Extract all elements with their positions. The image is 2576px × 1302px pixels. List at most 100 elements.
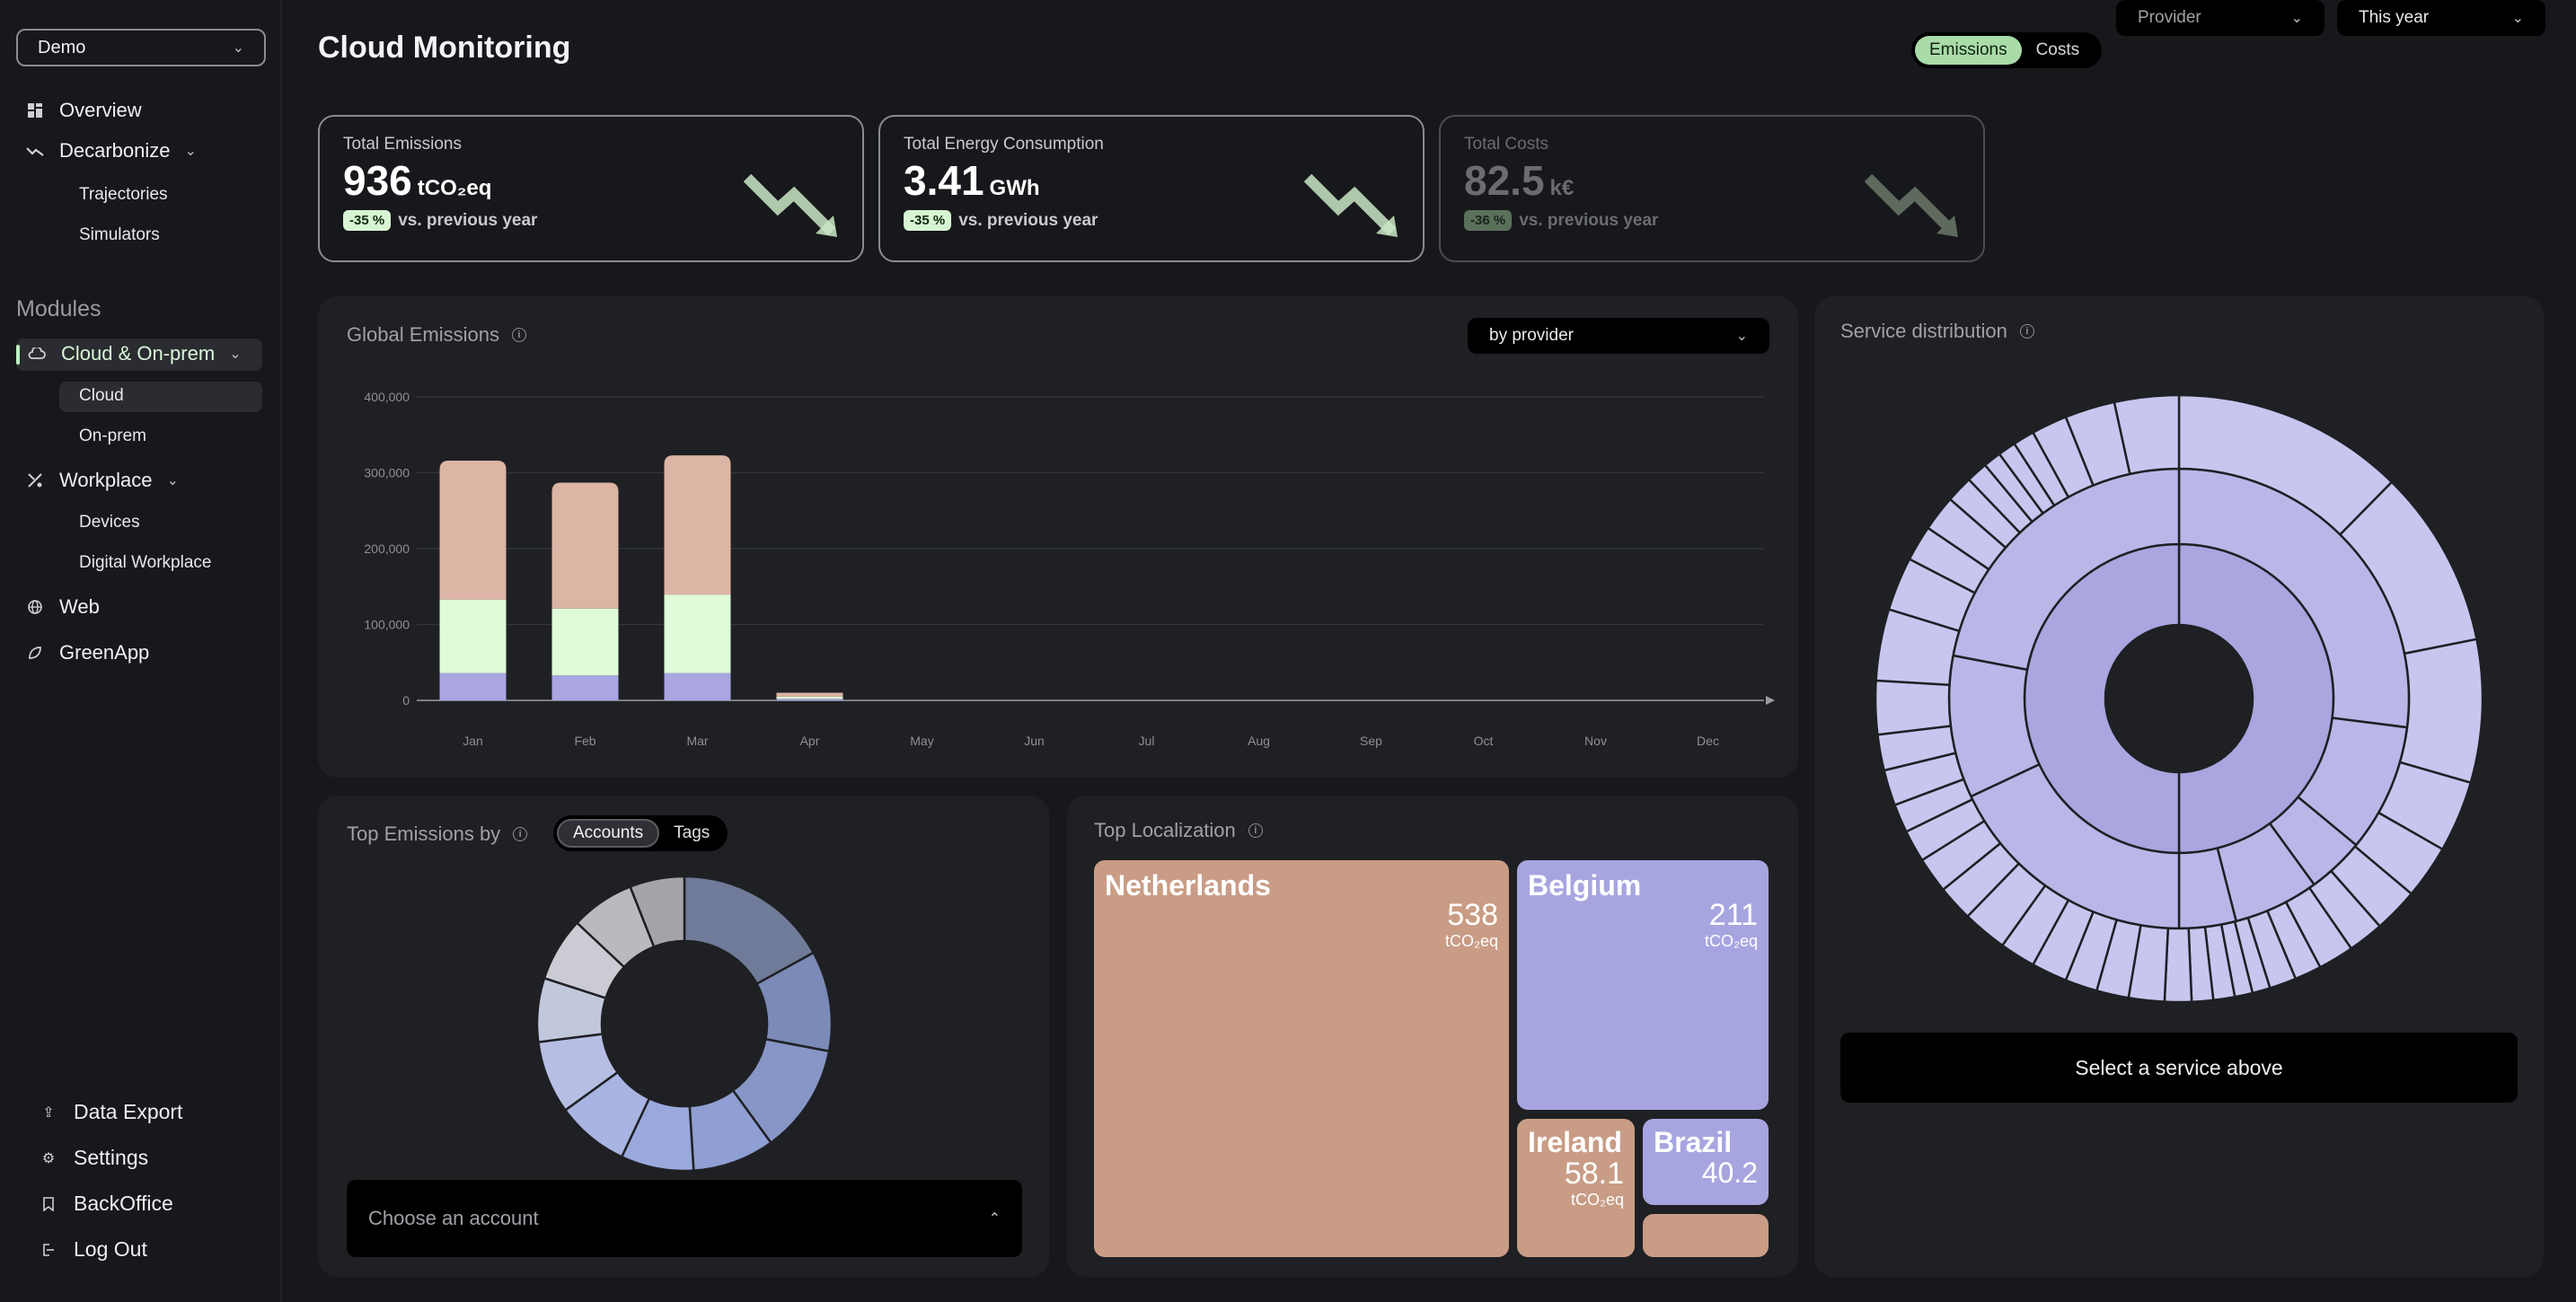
nav-backoffice[interactable]: BackOffice xyxy=(40,1192,173,1216)
chevron-down-icon: ⌄ xyxy=(232,40,244,56)
metric-toggle[interactable]: Emissions Costs xyxy=(1911,32,2102,68)
sunburst-arc[interactable] xyxy=(2398,638,2484,785)
top-emissions-donut[interactable] xyxy=(535,875,834,1173)
y-tick-label: 100,000 xyxy=(364,618,410,632)
bar-segment[interactable] xyxy=(776,696,843,699)
kpi-total-energy[interactable]: Total Energy Consumption 3.41 GWh -35 % vs… xyxy=(878,115,1425,262)
kpi-value: 936 tCO₂eq xyxy=(343,157,492,204)
tile-other[interactable] xyxy=(1643,1214,1769,1257)
bar-segment[interactable] xyxy=(439,599,507,673)
kpi-total-emissions[interactable]: Total Emissions 936 tCO₂eq -35 % vs. previ… xyxy=(318,115,864,262)
page-title: Cloud Monitoring xyxy=(318,31,571,65)
nav-overview[interactable]: Overview xyxy=(25,99,142,122)
service-sunburst-chart[interactable] xyxy=(1874,393,2484,1004)
sidebar: Demo ⌄ Overview Decarbonize ⌄ Trajectori… xyxy=(0,0,282,1302)
kpi-label: Total Costs xyxy=(1464,135,1548,154)
globe-icon xyxy=(25,597,45,617)
trend-down-icon xyxy=(744,173,837,237)
modules-heading: Modules xyxy=(16,296,101,321)
chevron-down-icon: ⌄ xyxy=(229,347,242,362)
nav-cloud[interactable]: Cloud xyxy=(79,386,124,405)
bar-segment[interactable] xyxy=(664,455,731,595)
sunburst-arc[interactable] xyxy=(2113,393,2181,476)
bar-segment[interactable] xyxy=(439,460,507,600)
chevron-down-icon: ⌄ xyxy=(2511,11,2524,26)
service-distribution-title: Service distribution i xyxy=(1840,320,2034,343)
nav-settings[interactable]: ⚙ Settings xyxy=(40,1146,148,1170)
bar-segment[interactable] xyxy=(776,699,843,700)
chevron-down-icon: ⌄ xyxy=(1735,329,1748,344)
tile-value: 58.1 xyxy=(1564,1157,1624,1191)
period-select[interactable]: This year ⌄ xyxy=(2337,0,2545,36)
delta-badge: -35 % xyxy=(904,210,952,231)
nav-devices[interactable]: Devices xyxy=(79,513,140,532)
tile-brazil[interactable]: Brazil 40.2 xyxy=(1643,1119,1769,1205)
org-select[interactable]: Demo ⌄ xyxy=(16,29,266,66)
info-icon[interactable]: i xyxy=(2019,324,2034,339)
sunburst-arc[interactable] xyxy=(1874,679,1953,736)
nav-workplace[interactable]: Workplace ⌄ xyxy=(25,469,179,492)
cloud-icon xyxy=(27,344,47,364)
nav-cloud-onprem-bg xyxy=(16,339,262,371)
nav-logout[interactable]: Log Out xyxy=(40,1237,147,1262)
nav-data-export[interactable]: ⇪ Data Export xyxy=(40,1100,182,1124)
kpi-total-costs[interactable]: Total Costs 82.5 k€ -36 % vs. previous yea… xyxy=(1439,115,1985,262)
bar-segment[interactable] xyxy=(551,482,619,609)
nav-digital-workplace[interactable]: Digital Workplace xyxy=(79,553,212,572)
x-axis-arrow xyxy=(1766,696,1775,705)
bar-segment[interactable] xyxy=(664,594,731,673)
select-service-button[interactable]: Select a service above xyxy=(1840,1033,2518,1103)
chevron-down-icon: ⌄ xyxy=(2290,11,2303,26)
nav-web[interactable]: Web xyxy=(25,595,100,619)
toggle-costs[interactable]: Costs xyxy=(2035,40,2080,59)
nav-cloud-bg xyxy=(59,382,262,412)
tab-accounts[interactable]: Accounts xyxy=(557,819,660,848)
nav-data-export-label: Data Export xyxy=(74,1100,183,1123)
bar-segment[interactable] xyxy=(551,675,619,700)
nav-decarbonize[interactable]: Decarbonize ⌄ xyxy=(25,139,197,163)
tab-tags[interactable]: Tags xyxy=(674,823,710,842)
org-select-value: Demo xyxy=(38,37,86,57)
bar-segment[interactable] xyxy=(551,608,619,676)
chevron-down-icon: ⌄ xyxy=(166,473,179,488)
toggle-emissions[interactable]: Emissions xyxy=(1915,36,2022,65)
x-tick-label: Jan xyxy=(463,734,483,748)
x-tick-label: Oct xyxy=(1474,734,1494,748)
provider-select[interactable]: Provider ⌄ xyxy=(2116,0,2325,36)
bar-segment[interactable] xyxy=(664,673,731,700)
chevron-up-icon: ⌃ xyxy=(988,1211,1001,1227)
x-tick-label: Sep xyxy=(1360,734,1382,748)
choose-account-select[interactable]: Choose an account ⌃ xyxy=(347,1180,1022,1257)
tile-belgium[interactable]: Belgium 211 tCO₂eq xyxy=(1517,860,1769,1110)
nav-workplace-label: Workplace xyxy=(59,469,153,491)
tile-ireland[interactable]: Ireland 58.1 tCO₂eq xyxy=(1517,1119,1635,1257)
nav-simulators[interactable]: Simulators xyxy=(79,225,160,244)
top-emissions-tabs[interactable]: Accounts Tags xyxy=(553,815,728,851)
tile-netherlands[interactable]: Netherlands 538 tCO₂eq xyxy=(1094,860,1509,1257)
tile-unit: tCO₂eq xyxy=(1570,1191,1624,1209)
tile-value: 538 xyxy=(1447,898,1498,932)
nav-decarbonize-label: Decarbonize xyxy=(59,139,171,162)
gear-icon: ⚙ xyxy=(41,1150,56,1166)
info-icon[interactable]: i xyxy=(513,827,528,841)
kpi-delta: -35 % vs. previous year xyxy=(904,210,1098,231)
nav-cloud-onprem[interactable]: Cloud & On-prem ⌄ xyxy=(27,342,242,365)
x-tick-label: Dec xyxy=(1697,734,1719,748)
top-localization-title: Top Localization i xyxy=(1094,819,1263,842)
bar-segment[interactable] xyxy=(439,673,507,700)
nav-web-label: Web xyxy=(59,595,100,618)
nav-onprem[interactable]: On-prem xyxy=(79,427,146,445)
delta-badge: -35 % xyxy=(343,210,392,231)
group-by-select[interactable]: by provider ⌄ xyxy=(1468,318,1769,354)
donut-slice[interactable] xyxy=(629,875,686,949)
info-icon[interactable]: i xyxy=(1248,823,1263,838)
delta-badge: -36 % xyxy=(1464,210,1513,231)
info-icon[interactable]: i xyxy=(511,328,526,342)
y-tick-label: 200,000 xyxy=(364,541,410,556)
nav-trajectories[interactable]: Trajectories xyxy=(79,185,168,204)
nav-greenapp[interactable]: GreenApp xyxy=(25,641,149,664)
bar-segment[interactable] xyxy=(776,692,843,697)
choose-account-placeholder: Choose an account xyxy=(368,1207,539,1229)
nav-cloud-onprem-label: Cloud & On-prem xyxy=(61,342,216,365)
tile-unit: tCO₂eq xyxy=(1444,932,1498,950)
